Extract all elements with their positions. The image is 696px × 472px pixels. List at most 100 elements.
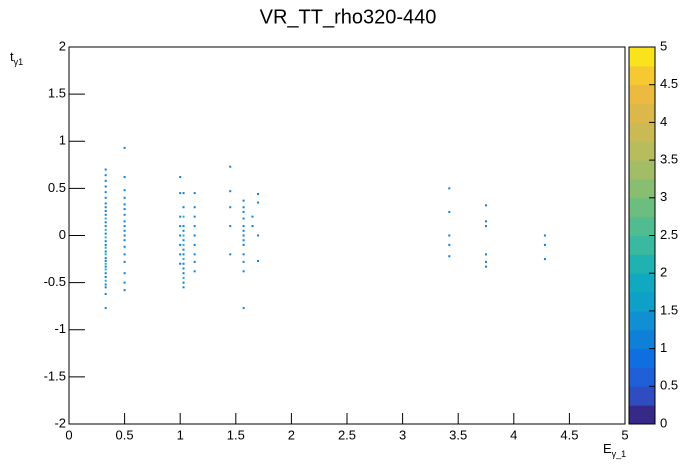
bin xyxy=(193,206,196,209)
z-tick-label: 4 xyxy=(660,114,667,129)
bin xyxy=(104,292,107,295)
bin xyxy=(123,176,126,179)
bin xyxy=(104,191,107,194)
colorbar-segment xyxy=(629,367,655,387)
bin xyxy=(448,187,451,190)
bin xyxy=(182,215,185,218)
bin xyxy=(257,259,260,262)
bin xyxy=(182,272,185,275)
chart-title: VR_TT_rho320-440 xyxy=(260,6,437,28)
bin xyxy=(104,236,107,239)
bin xyxy=(251,225,254,228)
bin xyxy=(104,221,107,224)
bin xyxy=(193,253,196,256)
bin xyxy=(123,203,126,206)
colorbar-segment xyxy=(629,122,655,142)
bin xyxy=(543,258,546,261)
bin xyxy=(242,243,245,246)
bin xyxy=(182,229,185,232)
bin xyxy=(104,250,107,253)
y-tick-label: -0.5 xyxy=(44,274,66,289)
bin xyxy=(104,257,107,260)
bin xyxy=(182,234,185,237)
y-tick-label: 0 xyxy=(59,227,66,242)
x-tick-label: 0.5 xyxy=(116,427,134,442)
bin xyxy=(485,265,487,268)
x-tick-label: 0 xyxy=(65,427,72,442)
z-tick-label: 4.5 xyxy=(660,76,678,91)
bin xyxy=(104,272,107,275)
colorbar-segment xyxy=(629,310,655,331)
colorbar-segment xyxy=(629,254,655,274)
bin xyxy=(242,210,245,213)
bin xyxy=(182,276,185,279)
bin xyxy=(104,259,107,262)
x-tick-label: 4.5 xyxy=(560,427,578,442)
bin xyxy=(104,232,107,235)
bin xyxy=(104,262,107,265)
bin xyxy=(104,265,107,268)
colorbar-segment xyxy=(629,178,655,199)
bin xyxy=(242,253,245,256)
bin xyxy=(229,253,232,256)
bin xyxy=(193,243,196,246)
colorbar-segment xyxy=(629,197,655,218)
bin xyxy=(485,220,487,223)
y-tick-label: -1 xyxy=(54,321,66,336)
bin xyxy=(242,199,245,202)
colorbar-segment xyxy=(629,65,655,86)
bin xyxy=(448,243,451,246)
bin xyxy=(123,146,126,149)
z-tick-label: 0 xyxy=(660,415,667,430)
colorbar-segment xyxy=(629,348,655,368)
colorbar-segment xyxy=(629,84,655,105)
bin xyxy=(104,196,107,199)
y-tick-label: -1.5 xyxy=(44,368,66,383)
bin xyxy=(179,225,182,228)
bin xyxy=(104,209,107,212)
bin xyxy=(104,286,107,289)
colorbar-segment xyxy=(629,386,655,406)
bin xyxy=(251,215,254,218)
bin xyxy=(242,270,245,273)
bin xyxy=(485,260,487,263)
bin xyxy=(104,168,107,171)
colorbar-segment xyxy=(629,329,655,350)
bin xyxy=(182,239,185,242)
bin xyxy=(123,239,126,242)
bin xyxy=(104,202,107,205)
bin xyxy=(257,201,260,204)
bin xyxy=(485,253,487,256)
bin xyxy=(104,243,107,246)
bin xyxy=(193,215,196,218)
bin xyxy=(123,253,126,256)
z-tick-label: 1 xyxy=(660,340,667,355)
y-tick-label: 2 xyxy=(59,38,66,53)
bin xyxy=(104,307,107,310)
bin xyxy=(123,208,126,211)
bin xyxy=(104,275,107,278)
x-tick-label: 1 xyxy=(177,427,184,442)
bin xyxy=(182,192,185,195)
x-axis-label: Eγ_1 xyxy=(603,441,626,459)
bin xyxy=(179,215,182,218)
bin xyxy=(182,267,185,270)
bin xyxy=(193,234,196,237)
colorbar-segment xyxy=(629,405,655,425)
bin xyxy=(104,268,107,271)
colorbar-segment xyxy=(629,216,655,236)
bin xyxy=(182,206,185,209)
bin xyxy=(182,281,185,284)
colorbar-segment xyxy=(629,235,655,255)
x-tick-label: 2 xyxy=(288,427,295,442)
y-tick-label: 0.5 xyxy=(48,180,66,195)
bin xyxy=(242,239,245,242)
bin xyxy=(179,253,182,256)
z-tick-label: 3 xyxy=(660,189,667,204)
x-tick-label: 2.5 xyxy=(338,427,356,442)
bin xyxy=(104,185,107,188)
z-tick-label: 1.5 xyxy=(660,302,678,317)
bin xyxy=(104,225,107,228)
colorbar-segment xyxy=(629,160,655,180)
